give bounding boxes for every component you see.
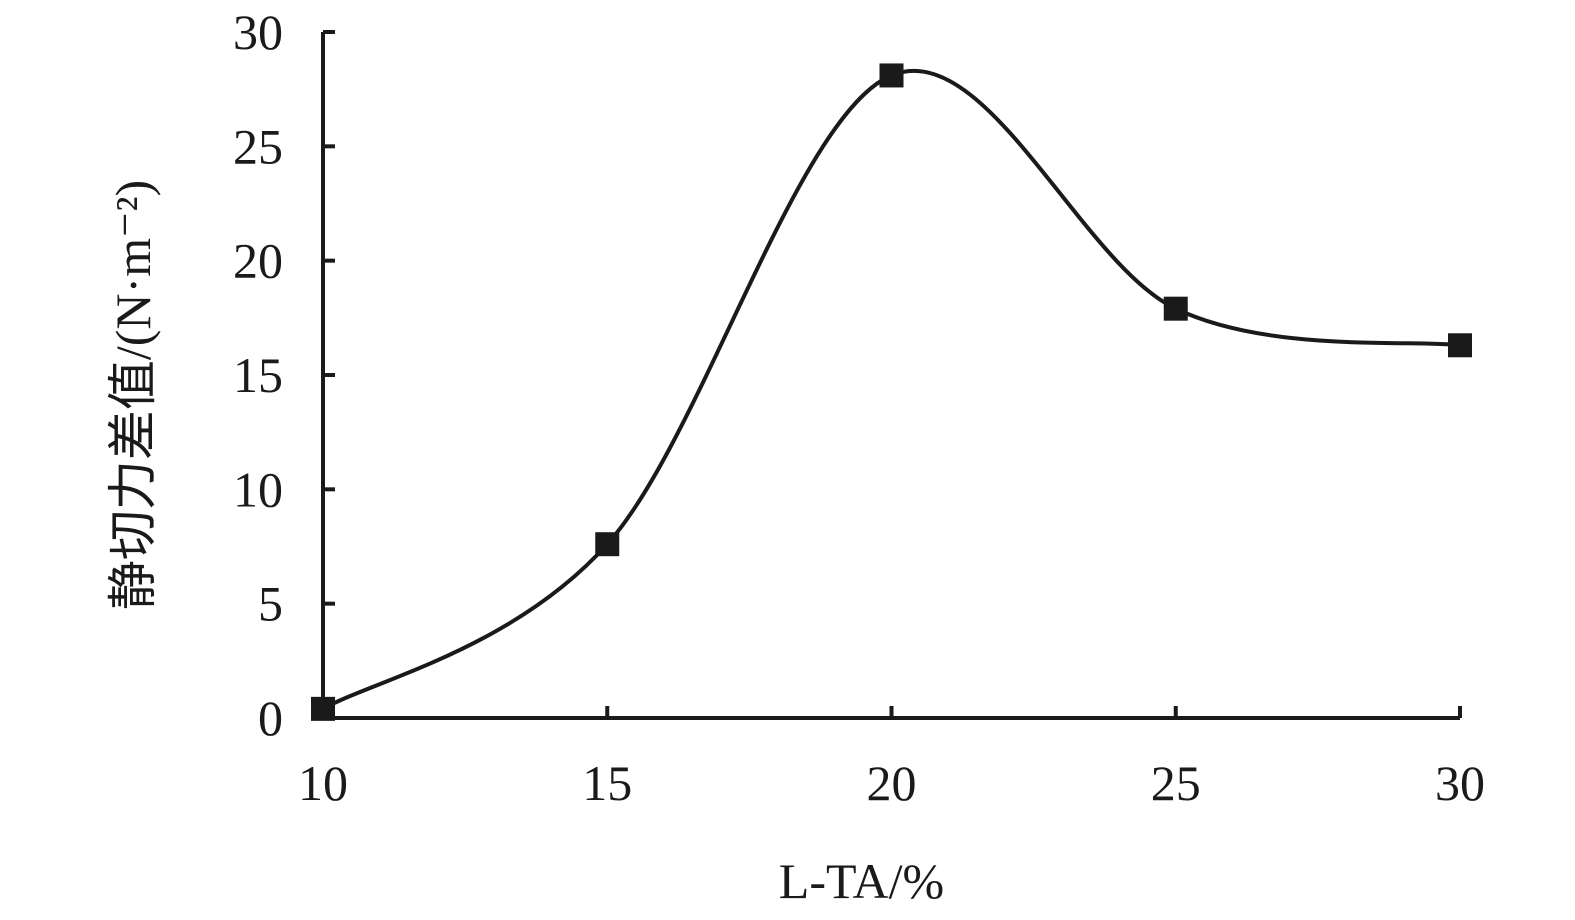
x-tick-label: 10 <box>298 755 348 811</box>
y-tick-label: 5 <box>258 576 283 632</box>
y-ticks: 0 5 10 15 20 25 30 <box>233 4 335 746</box>
y-tick-label: 30 <box>233 4 283 60</box>
x-tick-label: 30 <box>1435 755 1485 811</box>
data-point <box>1163 296 1188 321</box>
y-tick-label: 10 <box>233 461 283 517</box>
series-curve <box>321 69 1461 711</box>
x-tick-label: 20 <box>867 755 917 811</box>
x-tick-label: 15 <box>582 755 632 811</box>
data-point <box>879 63 904 88</box>
x-axis-title: L-TA/% <box>779 853 944 909</box>
data-markers <box>311 63 1472 721</box>
y-axis-title: 静切力差值/(N·m⁻²) <box>105 180 161 610</box>
data-point <box>311 696 335 721</box>
x-ticks: 10 15 20 25 30 <box>298 706 1485 811</box>
y-tick-label: 25 <box>233 118 283 174</box>
x-tick-label: 25 <box>1151 755 1201 811</box>
y-tick-label: 20 <box>233 233 283 289</box>
data-point <box>1448 333 1472 358</box>
y-tick-label: 0 <box>258 690 283 746</box>
axes <box>321 32 1460 720</box>
data-point <box>595 532 620 557</box>
y-tick-label: 15 <box>233 347 283 403</box>
